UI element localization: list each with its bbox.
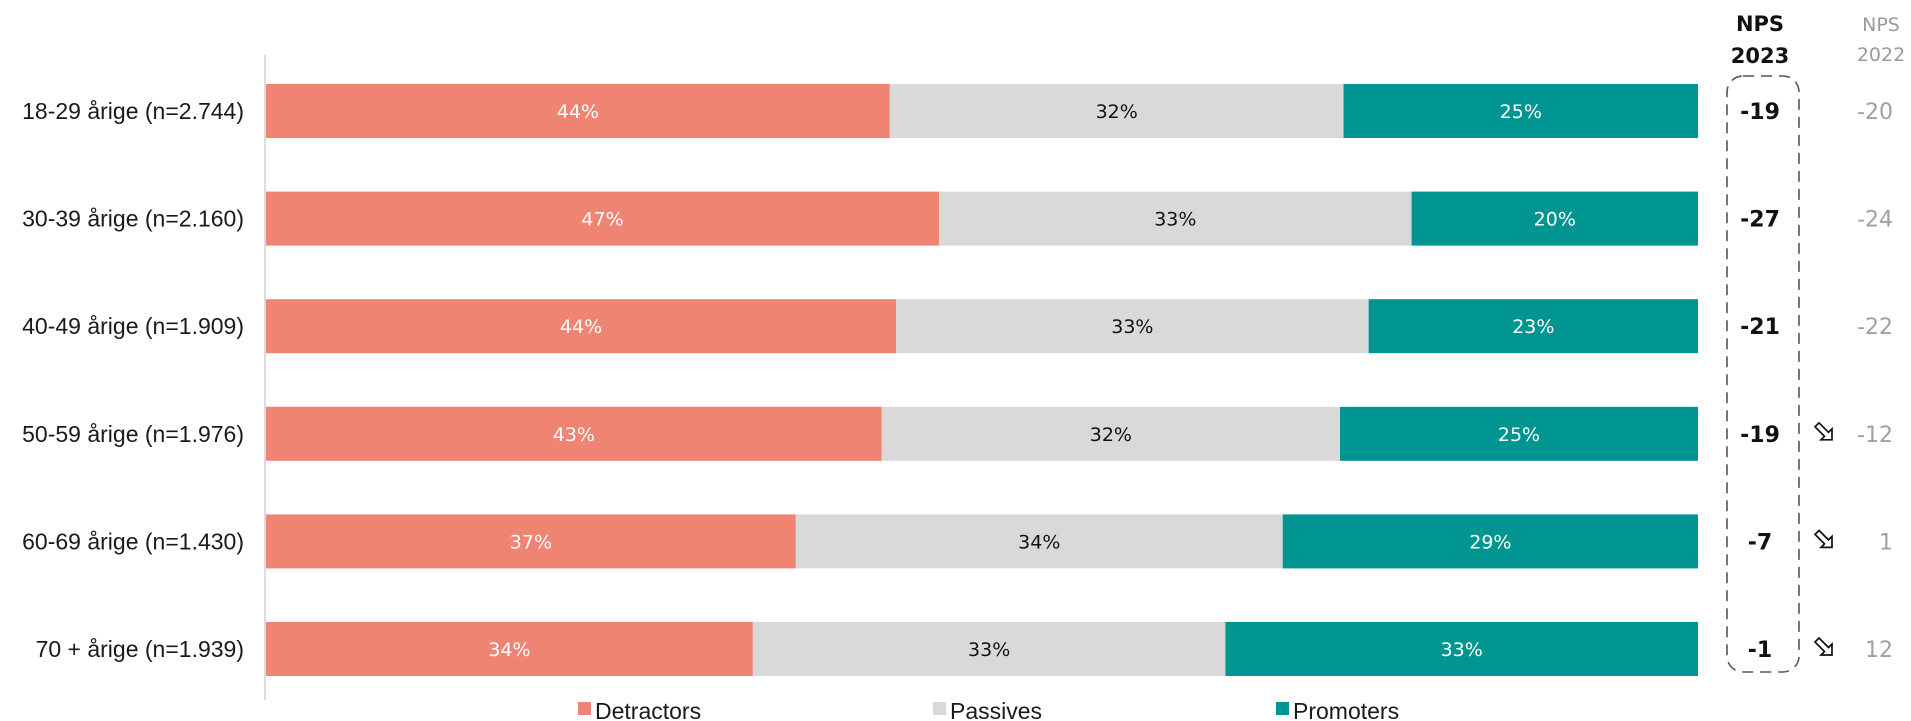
bar-segment-promoters [1225, 622, 1698, 676]
nps-2022-value: -22 [1857, 315, 1893, 340]
data-label: 20% [1534, 209, 1576, 231]
arrow-down-right-icon [1813, 529, 1833, 549]
nps-2023-values: -19 -27 -21 -19 -7 -1 [1740, 100, 1780, 663]
data-label: 33% [1154, 209, 1196, 231]
data-label: 32% [1090, 424, 1132, 446]
category-label: 30-39 årige (n=2.160) [22, 206, 244, 232]
data-label: 25% [1498, 424, 1540, 446]
segment-labels: 44% 32% 25% 47% 33% 20% 44% 33% 23% 43% 32% 25% 37% 3… [488, 101, 1576, 661]
nps-2022-header-line1: NPS [1862, 14, 1900, 36]
bar-segment-detractors [266, 84, 890, 138]
legend-label-detractors: Detractors [595, 698, 701, 721]
bar-segment-passives [795, 514, 1283, 569]
nps-2023-value: -1 [1748, 638, 1772, 663]
data-label: 44% [560, 316, 602, 338]
legend-swatch-promoters [1276, 702, 1289, 715]
data-label: 34% [1018, 531, 1060, 553]
legend: Detractors Passives Promoters [578, 698, 1399, 721]
arrow-down-right-icon [1813, 421, 1833, 441]
data-label: 23% [1512, 316, 1554, 338]
bar-segment-passives [889, 84, 1344, 138]
nps-2023-header-line2: 2023 [1731, 44, 1789, 68]
data-label: 32% [1096, 101, 1138, 123]
legend-swatch-passives [933, 702, 946, 715]
category-label: 18-29 årige (n=2.744) [22, 98, 244, 124]
data-label: 47% [581, 209, 623, 231]
bar-segment-detractors [266, 191, 940, 246]
data-label: 37% [510, 531, 552, 553]
nps-2023-value: -27 [1740, 208, 1780, 233]
data-label: 29% [1469, 531, 1511, 553]
bar-segment-passives [752, 622, 1226, 676]
bar-segment-passives [896, 299, 1369, 354]
bar-segments [266, 84, 1698, 676]
nps-2023-value: -7 [1748, 530, 1772, 555]
nps-2023-highlight-box [1726, 75, 1800, 673]
legend-label-passives: Passives [950, 698, 1042, 721]
bar-segment-detractors [266, 406, 882, 461]
nps-2023-value: -19 [1740, 423, 1780, 448]
category-label: 60-69 årige (n=1.430) [22, 528, 244, 554]
bar-segment-detractors [266, 299, 897, 354]
data-label: 44% [557, 101, 599, 123]
bar-segment-passives [939, 191, 1412, 246]
legend-swatch-detractors [578, 702, 591, 715]
nps-2022-values: -20 -24 -22 -12 1 12 [1857, 100, 1893, 663]
arrow-down-right-icon [1813, 636, 1833, 656]
bar-segment-promoters [1343, 84, 1698, 138]
nps-2022-value: -12 [1857, 423, 1893, 448]
data-label: 34% [488, 639, 530, 661]
bar-segment-detractors [266, 514, 796, 569]
nps-2023-value: -19 [1740, 100, 1780, 125]
change-markers [1813, 421, 1833, 656]
nps-2023-value: -21 [1740, 315, 1780, 340]
nps-2023-header-line1: NPS [1736, 12, 1784, 36]
category-labels: 18-29 årige (n=2.744) 30-39 årige (n=2.16… [22, 98, 244, 662]
category-label: 50-59 årige (n=1.976) [22, 421, 244, 447]
data-label: 25% [1500, 101, 1542, 123]
bar-segment-promoters [1282, 514, 1698, 569]
bar-segment-passives [881, 406, 1340, 461]
nps-2022-header-line2: 2022 [1857, 44, 1905, 66]
bar-segment-promoters [1340, 406, 1698, 461]
category-label: 40-49 årige (n=1.909) [22, 313, 244, 339]
category-label: 70 + årige (n=1.939) [36, 636, 244, 662]
nps-2022-value: 1 [1879, 530, 1893, 555]
data-label: 33% [968, 639, 1010, 661]
legend-label-promoters: Promoters [1293, 698, 1399, 721]
data-label: 43% [553, 424, 595, 446]
bar-segment-detractors [266, 622, 753, 676]
data-label: 33% [1111, 316, 1153, 338]
nps-2022-value: -20 [1857, 100, 1893, 125]
data-label: 33% [1441, 639, 1483, 661]
bar-segment-promoters [1411, 191, 1698, 246]
nps-2022-value: 12 [1865, 638, 1893, 663]
nps-2022-value: -24 [1857, 208, 1893, 233]
bar-segment-promoters [1368, 299, 1698, 354]
